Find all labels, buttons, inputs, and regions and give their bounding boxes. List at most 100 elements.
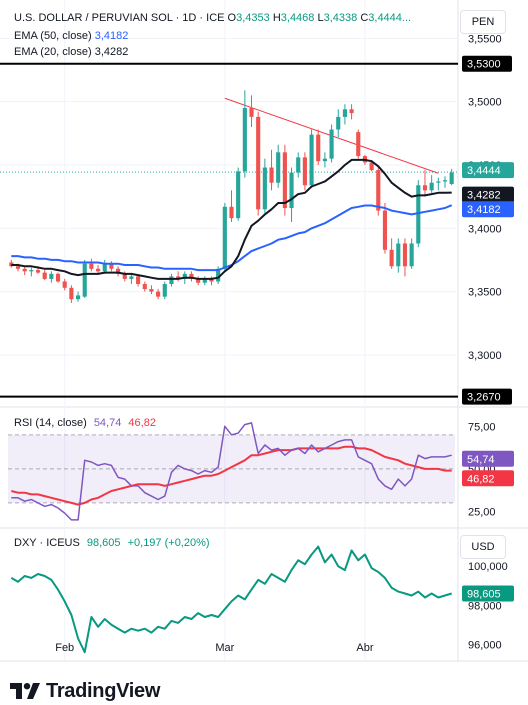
price-panel[interactable] [0, 62, 458, 398]
dxy-label: DXY · ICEUS [14, 537, 80, 549]
ema20-value: 3,4282 [94, 46, 129, 58]
dxy-line[interactable] [10, 545, 452, 654]
candle[interactable] [342, 109, 347, 117]
level-tag [462, 55, 512, 72]
candle[interactable] [442, 180, 448, 182]
candle[interactable] [409, 243, 414, 267]
candle[interactable] [249, 108, 254, 117]
last-price-tag [462, 162, 514, 179]
candle[interactable] [122, 273, 127, 279]
candle[interactable] [109, 263, 114, 269]
candle[interactable] [229, 206, 234, 219]
candle[interactable] [182, 273, 187, 279]
symbol-title: U.S. DOLLAR / PERUVIAN SOL · 1D · ICE O3… [14, 11, 411, 25]
currency-button[interactable]: PEN [460, 10, 506, 34]
last-price-tag-label: 3,4444 [467, 165, 501, 177]
candle[interactable] [289, 172, 294, 209]
dxy-tag [462, 585, 514, 602]
candle[interactable] [95, 268, 101, 272]
ema20-line[interactable] [11, 158, 452, 280]
ohlc-value: 3,4353 [236, 12, 270, 24]
candle[interactable] [129, 276, 134, 279]
candle[interactable] [296, 157, 301, 173]
candle[interactable] [256, 116, 261, 210]
candle[interactable] [369, 162, 374, 171]
candle[interactable] [349, 109, 354, 114]
candle[interactable] [376, 170, 381, 211]
candle[interactable] [282, 152, 287, 209]
ema50-tag-label: 3,4182 [467, 204, 501, 216]
candle[interactable] [55, 273, 61, 282]
candle[interactable] [336, 116, 341, 130]
candle[interactable] [69, 287, 74, 300]
candle[interactable] [389, 249, 394, 267]
candle[interactable] [422, 185, 428, 191]
candle[interactable] [276, 152, 281, 183]
rsi-value: 54,74 [93, 417, 122, 429]
candle[interactable] [75, 295, 81, 300]
candle[interactable] [29, 270, 34, 272]
ohlc-key: O [227, 12, 237, 24]
ema50-label: EMA (50, close) [14, 30, 92, 42]
candle[interactable] [136, 276, 141, 284]
candle[interactable] [322, 158, 327, 162]
candle[interactable] [149, 289, 154, 292]
candle[interactable] [309, 134, 314, 186]
ema50-tag [462, 201, 514, 218]
candle[interactable] [116, 268, 121, 274]
candle[interactable] [62, 281, 67, 288]
candle[interactable] [156, 291, 161, 297]
rsi-panel[interactable] [8, 422, 455, 521]
rsi-tick-label: 75,00 [468, 421, 496, 433]
candle[interactable] [302, 157, 307, 186]
candle[interactable] [382, 210, 388, 250]
candle[interactable] [329, 129, 334, 159]
candle[interactable] [202, 278, 207, 283]
candle[interactable] [416, 185, 421, 244]
candle[interactable] [102, 263, 107, 272]
candle[interactable] [162, 283, 167, 297]
candle[interactable] [176, 276, 181, 279]
tradingview-logo[interactable]: TradingView [10, 680, 160, 703]
candle[interactable] [429, 182, 434, 191]
candle[interactable] [222, 206, 227, 269]
candle[interactable] [216, 268, 221, 282]
ohlc-value: 3,4444... [368, 12, 412, 24]
candle[interactable] [22, 268, 27, 272]
dxy-legend: DXY · ICEUS 98,605 +0,197 (+0,20%) [14, 536, 210, 550]
candle[interactable] [142, 283, 147, 290]
candle[interactable] [89, 263, 94, 269]
x-tick-label: Abr [356, 642, 373, 654]
dxy-currency-button[interactable]: USD [460, 535, 506, 559]
ema20-tag-label: 3,4282 [467, 190, 501, 202]
rsi-ma-line[interactable] [11, 445, 452, 506]
candle[interactable] [356, 132, 361, 157]
candle[interactable] [396, 243, 401, 267]
x-tick-label: Mar [215, 642, 234, 654]
candle[interactable] [196, 278, 201, 283]
level-tag-label: 3,5300 [467, 59, 501, 71]
candle[interactable] [42, 272, 47, 279]
candle[interactable] [242, 108, 247, 172]
candle[interactable] [82, 263, 87, 297]
candle[interactable] [49, 273, 54, 279]
candle[interactable] [15, 266, 21, 269]
rsi-tick-label: 25,00 [468, 506, 496, 518]
candle[interactable] [449, 172, 454, 184]
candle[interactable] [402, 243, 408, 267]
candle[interactable] [209, 278, 214, 282]
candle[interactable] [269, 167, 274, 183]
candle[interactable] [236, 171, 241, 219]
candle[interactable] [169, 276, 174, 284]
price-tick-label: 3,3500 [468, 287, 502, 299]
candle[interactable] [262, 167, 267, 210]
candle[interactable] [189, 273, 194, 279]
ohlc-value: 3,4338 [323, 12, 358, 24]
ema50-legend: EMA (50, close) 3,4182 [14, 29, 128, 43]
candle[interactable] [316, 134, 321, 162]
rsi-line[interactable] [11, 422, 452, 521]
dxy-panel[interactable] [10, 545, 452, 654]
candle[interactable] [35, 270, 41, 273]
candle[interactable] [436, 181, 441, 183]
